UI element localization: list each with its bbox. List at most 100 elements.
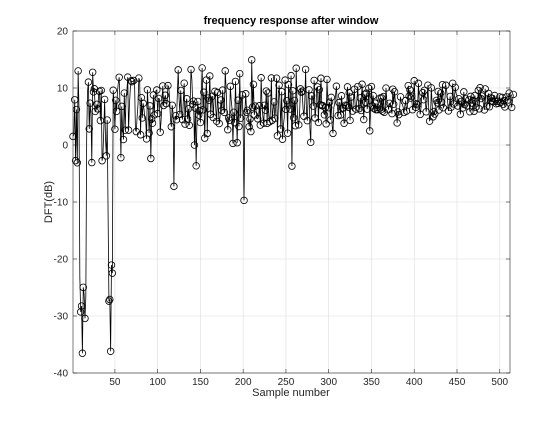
data-point <box>225 116 234 124</box>
data-point <box>233 139 241 147</box>
data-point <box>196 118 205 127</box>
data-point <box>107 261 116 269</box>
data-point <box>292 64 300 72</box>
data-point <box>289 113 298 122</box>
data-point <box>340 119 348 127</box>
data-point <box>404 81 412 90</box>
data-point <box>206 72 214 80</box>
data-point <box>286 105 294 113</box>
data-point <box>342 101 350 109</box>
data-point <box>291 122 300 130</box>
data-point <box>177 86 185 95</box>
data-point <box>260 101 269 109</box>
data-point <box>171 112 180 120</box>
data-point <box>390 87 399 96</box>
data-point <box>271 114 279 122</box>
data-point <box>499 100 507 109</box>
data-point <box>100 95 109 104</box>
data-point <box>264 89 272 97</box>
data-point <box>270 98 278 106</box>
data-point <box>470 107 478 115</box>
data-point <box>234 96 242 104</box>
data-point <box>366 127 374 135</box>
x-axis-label: Sample number <box>252 387 330 399</box>
data-point <box>446 92 454 101</box>
data-point <box>438 80 447 89</box>
data-point <box>320 111 329 119</box>
data-point <box>419 95 428 104</box>
x-tick-label: 100 <box>149 377 166 388</box>
data-point <box>344 103 353 112</box>
data-point <box>472 103 480 111</box>
data-point <box>289 87 297 95</box>
data-point <box>346 116 354 125</box>
data-point <box>106 347 115 355</box>
data-point <box>242 90 250 98</box>
data-point <box>128 78 136 86</box>
data-point <box>212 117 221 125</box>
data-point <box>410 77 418 85</box>
data-point <box>238 91 247 99</box>
data-point <box>496 98 505 107</box>
data-point <box>190 141 199 149</box>
data-point <box>317 74 325 82</box>
data-point <box>437 89 445 97</box>
data-point <box>413 101 422 109</box>
data-point <box>183 95 191 103</box>
x-tick-label: 250 <box>278 377 295 388</box>
data-point <box>329 129 337 138</box>
data-point <box>307 138 315 147</box>
data-point <box>73 159 81 167</box>
data-point <box>88 158 96 167</box>
data-point <box>198 64 206 72</box>
x-tick-label: 200 <box>235 377 252 388</box>
data-point <box>86 99 94 107</box>
data-point <box>389 85 397 93</box>
data-point <box>476 84 484 92</box>
data-point <box>342 102 351 110</box>
data-point <box>347 93 355 101</box>
data-point <box>200 88 208 96</box>
data-point <box>378 94 386 102</box>
data-point <box>74 67 82 75</box>
data-point <box>422 108 430 116</box>
data-point <box>469 96 477 105</box>
data-point <box>251 102 259 110</box>
data-point <box>437 98 446 106</box>
y-axis-label: DFT(dB) <box>43 181 55 223</box>
data-point <box>153 86 161 94</box>
data-point <box>147 115 156 123</box>
data-point <box>149 91 158 99</box>
data-point <box>361 98 370 106</box>
data-point <box>192 162 200 170</box>
data-point <box>505 89 513 97</box>
data-point <box>168 101 176 109</box>
data-point <box>172 115 181 124</box>
data-point <box>327 93 335 102</box>
data-point <box>218 86 227 94</box>
data-point <box>97 86 105 95</box>
data-point <box>305 86 313 94</box>
data-point <box>71 96 79 104</box>
data-point <box>226 82 235 91</box>
data-point <box>108 269 117 277</box>
data-point <box>235 122 243 131</box>
data-point <box>267 74 276 82</box>
data-point <box>354 82 362 91</box>
data-point <box>137 93 146 102</box>
data-point <box>309 102 318 110</box>
data-point <box>358 80 366 88</box>
data-point <box>194 97 202 106</box>
data-point <box>419 88 427 97</box>
data-point <box>460 88 468 96</box>
data-point <box>200 134 209 142</box>
data-point <box>407 94 415 102</box>
data-point <box>85 125 93 133</box>
data-point <box>240 196 248 205</box>
data-point <box>246 115 254 123</box>
data-point <box>154 94 163 103</box>
data-point <box>395 110 403 119</box>
data-point <box>290 96 299 105</box>
data-point <box>345 88 353 97</box>
